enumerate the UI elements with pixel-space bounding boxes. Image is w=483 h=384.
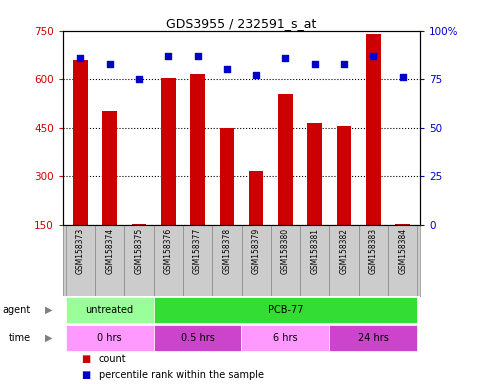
FancyBboxPatch shape bbox=[329, 225, 359, 296]
Text: 0.5 hrs: 0.5 hrs bbox=[181, 333, 214, 343]
Text: GSM158374: GSM158374 bbox=[105, 228, 114, 275]
Text: agent: agent bbox=[2, 305, 30, 315]
Point bbox=[252, 72, 260, 78]
Text: time: time bbox=[9, 333, 30, 343]
FancyBboxPatch shape bbox=[66, 225, 95, 296]
Text: GSM158383: GSM158383 bbox=[369, 228, 378, 274]
Text: GSM158373: GSM158373 bbox=[76, 228, 85, 275]
FancyBboxPatch shape bbox=[212, 225, 242, 296]
FancyBboxPatch shape bbox=[66, 297, 154, 323]
Bar bbox=[366, 34, 381, 225]
Point bbox=[194, 53, 201, 59]
Text: percentile rank within the sample: percentile rank within the sample bbox=[99, 369, 264, 379]
Text: untreated: untreated bbox=[85, 305, 134, 315]
Bar bbox=[337, 126, 351, 225]
Text: ■: ■ bbox=[81, 354, 90, 364]
FancyBboxPatch shape bbox=[154, 225, 183, 296]
Text: count: count bbox=[99, 354, 126, 364]
Bar bbox=[132, 224, 146, 225]
Text: 0 hrs: 0 hrs bbox=[98, 333, 122, 343]
Text: GSM158384: GSM158384 bbox=[398, 228, 407, 274]
Bar bbox=[249, 171, 263, 225]
FancyBboxPatch shape bbox=[95, 225, 124, 296]
Point bbox=[76, 55, 84, 61]
Bar bbox=[73, 60, 88, 225]
FancyBboxPatch shape bbox=[388, 225, 417, 296]
Text: ▶: ▶ bbox=[45, 305, 52, 315]
FancyBboxPatch shape bbox=[271, 225, 300, 296]
FancyBboxPatch shape bbox=[183, 225, 212, 296]
Bar bbox=[190, 74, 205, 225]
FancyBboxPatch shape bbox=[242, 225, 271, 296]
Point bbox=[340, 61, 348, 67]
FancyBboxPatch shape bbox=[329, 326, 417, 351]
FancyBboxPatch shape bbox=[359, 225, 388, 296]
FancyBboxPatch shape bbox=[124, 225, 154, 296]
Text: GSM158378: GSM158378 bbox=[222, 228, 231, 274]
Text: 24 hrs: 24 hrs bbox=[358, 333, 389, 343]
Text: 6 hrs: 6 hrs bbox=[273, 333, 298, 343]
Text: GSM158381: GSM158381 bbox=[310, 228, 319, 274]
Point bbox=[135, 76, 143, 82]
Bar bbox=[220, 127, 234, 225]
FancyBboxPatch shape bbox=[242, 326, 329, 351]
Title: GDS3955 / 232591_s_at: GDS3955 / 232591_s_at bbox=[166, 17, 317, 30]
Point bbox=[106, 61, 114, 67]
Point bbox=[282, 55, 289, 61]
Point bbox=[311, 61, 319, 67]
Point bbox=[369, 53, 377, 59]
Text: GSM158375: GSM158375 bbox=[134, 228, 143, 275]
Text: GSM158376: GSM158376 bbox=[164, 228, 173, 275]
Point bbox=[164, 53, 172, 59]
FancyBboxPatch shape bbox=[154, 297, 417, 323]
FancyBboxPatch shape bbox=[66, 326, 154, 351]
Text: GSM158380: GSM158380 bbox=[281, 228, 290, 274]
Bar bbox=[161, 78, 176, 225]
FancyBboxPatch shape bbox=[300, 225, 329, 296]
Bar bbox=[395, 224, 410, 225]
Bar bbox=[307, 123, 322, 225]
Bar bbox=[102, 111, 117, 225]
Text: GSM158379: GSM158379 bbox=[252, 228, 261, 275]
Text: GSM158377: GSM158377 bbox=[193, 228, 202, 275]
FancyBboxPatch shape bbox=[154, 326, 242, 351]
Text: PCB-77: PCB-77 bbox=[268, 305, 303, 315]
Text: ▶: ▶ bbox=[45, 333, 52, 343]
Point bbox=[223, 66, 231, 73]
Bar bbox=[278, 94, 293, 225]
Text: GSM158382: GSM158382 bbox=[340, 228, 349, 274]
Text: ■: ■ bbox=[81, 369, 90, 379]
Point bbox=[399, 74, 407, 80]
